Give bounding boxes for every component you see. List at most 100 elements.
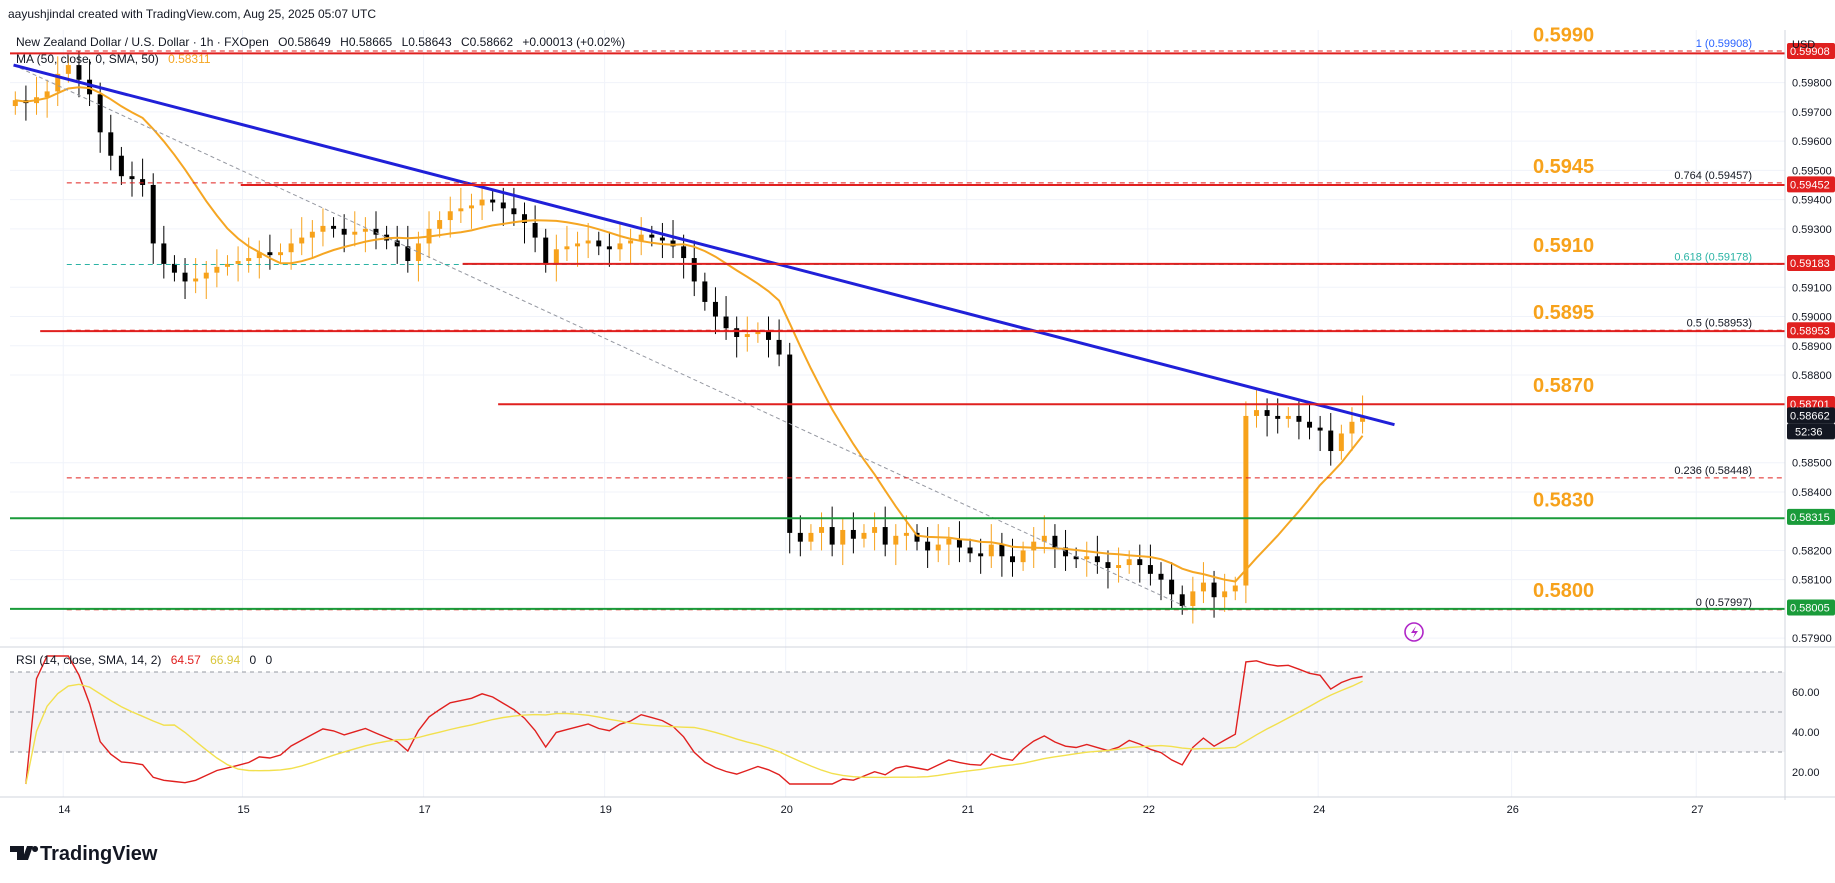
candle (1328, 430, 1334, 452)
candle (224, 263, 230, 267)
price-tag (1787, 508, 1835, 525)
y-tick-label-0: 0.59800 (1792, 78, 1832, 90)
candle (850, 529, 856, 539)
candle (1158, 573, 1164, 580)
candle (935, 544, 941, 551)
candle (1338, 433, 1344, 452)
rsi-value: 64.57 (171, 653, 201, 667)
candle (946, 538, 952, 545)
candle (893, 535, 899, 545)
candle (1307, 421, 1313, 428)
candle (755, 331, 761, 335)
candle (532, 222, 538, 238)
candle (1147, 565, 1153, 574)
candle (914, 532, 920, 542)
candle (1264, 410, 1270, 416)
candle (320, 225, 326, 232)
candle (490, 199, 496, 203)
level-label-6: 0.5800 (1533, 580, 1594, 602)
candle (161, 243, 167, 264)
rsi-tick-label-0: 60.00 (1792, 687, 1820, 699)
fib-level-label-5: 0 (0.57997) (1696, 597, 1752, 609)
y-tick-label-5: 0.59300 (1792, 224, 1832, 236)
candle (1349, 421, 1355, 434)
candle (606, 246, 612, 250)
price-tag (1787, 43, 1835, 60)
y-tick-label-10: 0.58500 (1792, 458, 1832, 470)
x-tick-label-9: 27 (1691, 804, 1703, 816)
candle (702, 281, 708, 302)
candle (575, 243, 581, 247)
candle (1009, 556, 1015, 563)
candle (1296, 415, 1302, 422)
candle (744, 334, 750, 337)
level-label-2: 0.5910 (1533, 235, 1594, 257)
candle (797, 532, 803, 542)
candle (458, 208, 464, 212)
candle (766, 331, 772, 340)
rsi-zero-2: 0 (266, 653, 273, 667)
candle (171, 263, 177, 273)
price-tag (1787, 322, 1835, 339)
trendline[interactable] (13, 63, 1395, 427)
price-tag (1787, 176, 1835, 193)
candle (1200, 582, 1206, 592)
candle (87, 79, 93, 95)
tradingview-logo[interactable]: TradingView (10, 843, 158, 865)
ma-label: MA (50, close, 0, SMA, 50) (16, 52, 159, 66)
candle (808, 532, 814, 542)
level-label-1: 0.5945 (1533, 156, 1594, 178)
candle (564, 246, 570, 250)
candle (956, 538, 962, 548)
candle (1020, 550, 1026, 563)
candle (999, 544, 1005, 557)
candle (712, 301, 718, 317)
candle (193, 278, 199, 282)
rsi-line (25, 655, 1363, 785)
ohlc-open: O0.58649 (278, 35, 331, 49)
ohlc-low: L0.58643 (402, 35, 452, 49)
y-tick-label-12: 0.58200 (1792, 545, 1832, 557)
candle (1052, 535, 1058, 548)
candle (1222, 591, 1228, 598)
y-tick-label-6: 0.59100 (1792, 282, 1832, 294)
candle (978, 553, 984, 557)
lightning-icon[interactable] (1404, 622, 1424, 642)
candle (373, 228, 379, 235)
candle (214, 266, 220, 273)
fib-level-label-3: 0.5 (0.58953) (1687, 317, 1752, 329)
y-tick-label-9: 0.58800 (1792, 370, 1832, 382)
rsi-legend[interactable]: RSI (14, close, SMA, 14, 2) 64.57 66.94 … (16, 653, 273, 667)
y-tick-label-14: 0.57900 (1792, 633, 1832, 645)
candle (65, 65, 71, 74)
ma-legend[interactable]: MA (50, close, 0, SMA, 50) 0.58311 (16, 52, 211, 66)
candle (522, 214, 528, 223)
candle (76, 65, 82, 80)
ohlc-change: +0.00013 (+0.02%) (522, 35, 625, 49)
candle (1031, 541, 1037, 551)
candle (129, 176, 135, 180)
candle (734, 328, 740, 337)
chart-credit: aayushjindal created with TradingView.co… (8, 7, 376, 21)
candle (235, 260, 241, 264)
x-tick-label-0: 14 (58, 804, 70, 816)
candle (203, 272, 209, 279)
candle (278, 252, 284, 256)
candle (787, 354, 793, 533)
candle (1041, 535, 1047, 542)
candle (1211, 582, 1217, 598)
candle (1137, 559, 1143, 566)
fib-level-label-4: 0.236 (0.58448) (1674, 465, 1752, 477)
candle (256, 252, 262, 259)
level-label-5: 0.5830 (1533, 489, 1594, 511)
price-tag-label-6: 0.58315 (1790, 512, 1830, 524)
currency-label[interactable]: USD (1792, 39, 1815, 51)
candle (925, 541, 931, 551)
x-tick-label-8: 26 (1507, 804, 1519, 816)
fib-level-label-2: 0.618 (0.59178) (1674, 251, 1752, 263)
candle (246, 258, 252, 261)
x-tick-label-6: 22 (1143, 804, 1155, 816)
candle (108, 132, 114, 156)
candle (1084, 556, 1090, 560)
